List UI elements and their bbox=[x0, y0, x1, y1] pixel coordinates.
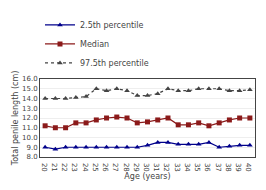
svg-text:40: 40 bbox=[244, 163, 252, 172]
svg-text:27: 27 bbox=[111, 163, 119, 172]
svg-text:9.0: 9.0 bbox=[26, 144, 37, 152]
svg-text:24: 24 bbox=[81, 163, 89, 172]
svg-text:Total penile length (cm): Total penile length (cm) bbox=[11, 71, 20, 167]
svg-text:13.0: 13.0 bbox=[22, 105, 38, 113]
svg-text:32: 32 bbox=[162, 163, 170, 172]
svg-text:20: 20 bbox=[40, 163, 48, 172]
svg-text:38: 38 bbox=[224, 163, 232, 172]
svg-text:2.5th percentile: 2.5th percentile bbox=[80, 21, 144, 30]
svg-text:12.0: 12.0 bbox=[22, 114, 38, 122]
svg-text:Median: Median bbox=[80, 40, 109, 49]
svg-text:15.0: 15.0 bbox=[22, 85, 38, 93]
svg-text:34: 34 bbox=[183, 163, 191, 172]
svg-text:8.0: 8.0 bbox=[26, 153, 37, 161]
svg-text:31: 31 bbox=[152, 163, 160, 172]
svg-text:23: 23 bbox=[70, 163, 78, 172]
svg-text:16.0: 16.0 bbox=[22, 75, 38, 83]
svg-text:21: 21 bbox=[50, 163, 58, 172]
svg-text:36: 36 bbox=[203, 163, 211, 172]
svg-text:Age (years): Age (years) bbox=[124, 172, 170, 181]
svg-text:28: 28 bbox=[122, 163, 130, 172]
svg-text:14.0: 14.0 bbox=[22, 95, 38, 103]
svg-text:39: 39 bbox=[234, 163, 242, 172]
svg-text:10.0: 10.0 bbox=[22, 134, 38, 142]
svg-text:35: 35 bbox=[193, 163, 201, 172]
svg-text:97.5th percentile: 97.5th percentile bbox=[80, 59, 149, 68]
svg-text:37: 37 bbox=[214, 163, 222, 172]
svg-text:33: 33 bbox=[173, 163, 181, 172]
svg-text:30: 30 bbox=[142, 163, 150, 172]
svg-text:22: 22 bbox=[60, 163, 68, 172]
svg-text:25: 25 bbox=[91, 163, 99, 172]
svg-text:29: 29 bbox=[132, 163, 140, 172]
svg-text:26: 26 bbox=[101, 163, 109, 172]
svg-text:11.0: 11.0 bbox=[22, 124, 38, 132]
